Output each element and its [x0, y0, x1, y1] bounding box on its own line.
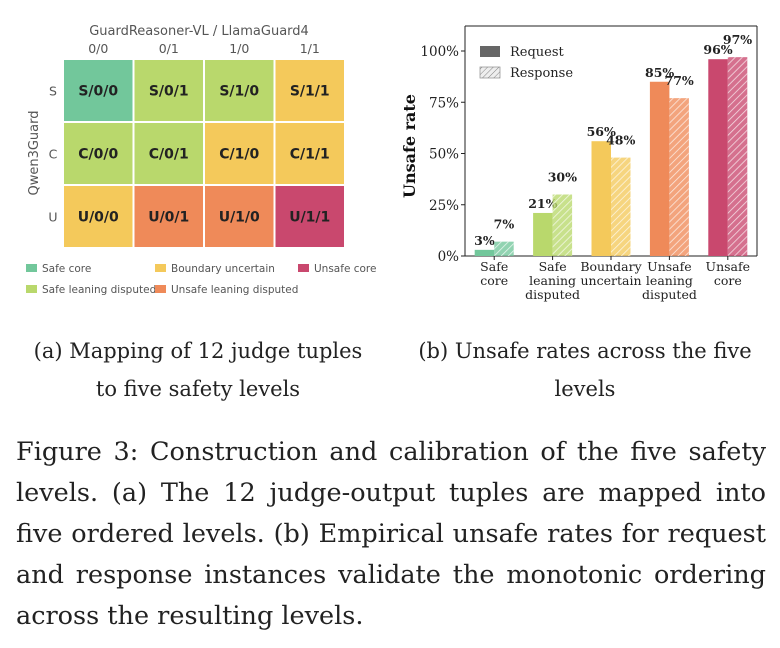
subcaption-a: (a) Mapping of 12 judge tuples to five s…	[4, 332, 392, 408]
heatmap-column-label: 0/0	[88, 41, 108, 56]
unsafe-rate-bar-chart: 0%25%50%75%100%Unsafe rate3%7%Safecore21…	[400, 25, 758, 302]
bar-value-label: 21%	[528, 196, 557, 211]
heatmap-cell-label: S/1/0	[219, 84, 259, 100]
level-mapping-heatmap: GuardReasoner-VL / LlamaGuard4 0/0 0/1 1/0 1…	[26, 24, 376, 296]
bar-value-label: 97%	[723, 32, 752, 47]
heatmap-legend-swatch	[155, 264, 166, 272]
heatmap-cell	[64, 60, 133, 121]
heatmap-cell-label: S/0/0	[78, 84, 118, 100]
heatmap-cell-label: U/1/0	[219, 210, 260, 226]
heatmap-legend-swatch	[26, 285, 37, 293]
heatmap-legend-label: Boundary uncertain	[171, 263, 275, 275]
heatmap-cell-label: U/1/1	[289, 210, 330, 226]
bar-request	[649, 81, 670, 256]
heatmap-cell	[205, 186, 274, 247]
bar-request	[708, 59, 728, 257]
heatmap-cell-label: C/0/1	[149, 147, 189, 163]
heatmap-cell	[205, 60, 274, 121]
heatmap-column-label: 1/0	[229, 41, 249, 56]
heatmap-cell-label: S/1/1	[290, 84, 330, 100]
x-tick-label: Safe	[539, 259, 567, 274]
heatmap-cell-label: U/0/0	[78, 210, 119, 226]
bar-response-hatch	[727, 57, 748, 257]
bar-response-hatch	[552, 194, 573, 256]
heatmap-column-label: 0/1	[159, 41, 179, 56]
bar-value-label: 85%	[645, 65, 674, 80]
x-tick-label: Unsafe	[647, 259, 691, 274]
heatmap-cell	[134, 60, 203, 121]
subcaption-b: (b) Unsafe rates across the five levels	[392, 332, 778, 408]
heatmap-cell	[275, 60, 344, 121]
legend-label-request: Request	[510, 45, 565, 60]
heatmap-cell-label: U/0/1	[148, 210, 189, 226]
y-axis-title: Unsafe rate	[400, 94, 419, 198]
bar-value-label: 56%	[587, 124, 616, 139]
heatmap-cell	[134, 186, 203, 247]
heatmap-cell-label: C/1/0	[219, 147, 259, 163]
heatmap-y-axis-title: Qwen3Guard	[27, 110, 42, 195]
heatmap-legend-label: Safe leaning disputed	[42, 284, 156, 296]
x-tick-label: core	[480, 273, 508, 288]
x-tick-label: Safe	[480, 259, 508, 274]
heatmap-row-label: C	[49, 147, 58, 162]
bar-value-label: 48%	[606, 133, 635, 148]
heatmap-cell	[134, 123, 203, 184]
x-tick-label: disputed	[642, 287, 697, 302]
bar-value-label: 77%	[665, 73, 694, 88]
heatmap-legend-swatch	[26, 264, 37, 272]
heatmap-cell	[275, 123, 344, 184]
y-tick-label: 50%	[429, 147, 459, 163]
heatmap-cell-label: C/0/0	[78, 147, 118, 163]
subcaption-b-line-1: (b) Unsafe rates across the five	[418, 339, 752, 363]
y-tick-label: 75%	[429, 95, 459, 111]
subcaption-b-line-2: levels	[554, 377, 616, 401]
heatmap-cell-label: C/1/1	[290, 147, 330, 163]
heatmap-x-axis-title: GuardReasoner-VL / LlamaGuard4	[89, 24, 309, 39]
heatmap-cell	[64, 186, 133, 247]
heatmap-legend-label: Unsafe leaning disputed	[171, 284, 298, 296]
x-tick-label: leaning	[646, 273, 693, 288]
x-tick-label: uncertain	[581, 273, 642, 288]
bar-value-label: 96%	[703, 42, 732, 57]
figure-caption: Figure 3: Construction and calibration o…	[16, 437, 766, 631]
heatmap-cell-label: S/0/1	[149, 84, 189, 100]
bar-request	[591, 141, 611, 256]
heatmap-cell	[275, 186, 344, 247]
heatmap-legend-swatch	[298, 264, 309, 272]
y-tick-label: 0%	[438, 249, 460, 265]
heatmap-row-label: U	[48, 210, 57, 225]
figure-canvas: GuardReasoner-VL / LlamaGuard4 0/0 0/1 1/0 1…	[26, 24, 758, 302]
bar-response-hatch	[669, 98, 689, 257]
heatmap-column-label: 1/1	[300, 41, 320, 56]
bar-request	[533, 212, 553, 256]
heatmap-cell	[205, 123, 274, 184]
x-tick-label: disputed	[525, 287, 580, 302]
heatmap-legend-swatch	[155, 285, 166, 293]
legend-swatch-request	[480, 46, 500, 57]
legend-swatch-response-hatch	[480, 67, 500, 78]
heatmap-row-label: S	[49, 84, 57, 99]
heatmap-cell	[64, 123, 133, 184]
x-tick-label: Unsafe	[706, 259, 750, 274]
subcaption-a-line-2: to five safety levels	[95, 377, 301, 401]
bar-response-hatch	[611, 157, 631, 256]
x-tick-label: core	[714, 273, 742, 288]
y-tick-label: 25%	[429, 198, 459, 214]
bar-value-label: 30%	[548, 170, 577, 185]
bar-request	[474, 249, 495, 256]
x-tick-label: leaning	[529, 273, 576, 288]
bar-response-hatch	[494, 241, 514, 256]
x-tick-label: Boundary	[580, 259, 642, 274]
heatmap-legend-label: Unsafe core	[314, 263, 376, 275]
bar-value-label: 3%	[474, 233, 495, 248]
bar-value-label: 7%	[494, 217, 515, 232]
y-tick-label: 100%	[420, 44, 459, 60]
subcaption-a-line-1: (a) Mapping of 12 judge tuples	[33, 339, 363, 363]
heatmap-legend-label: Safe core	[42, 263, 91, 275]
legend-label-response: Response	[510, 66, 573, 81]
